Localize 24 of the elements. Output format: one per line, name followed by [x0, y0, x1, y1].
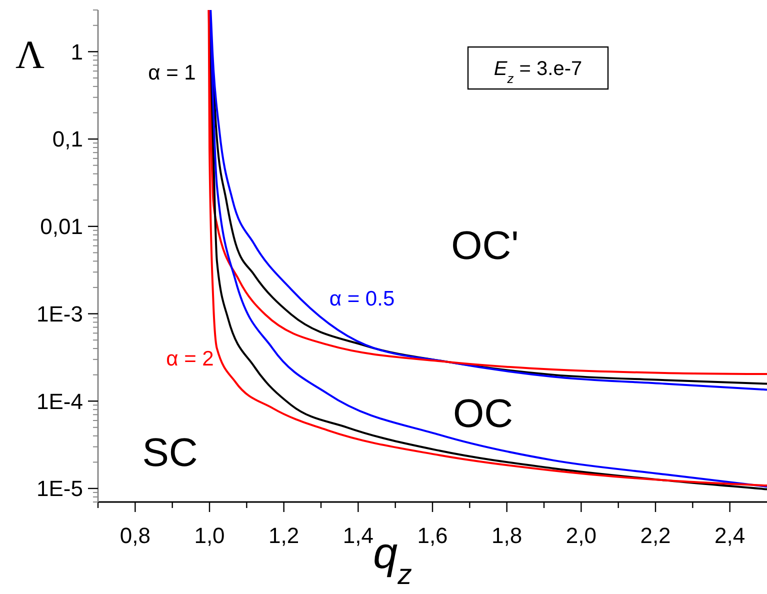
x-axis-title: q$_{z}$	[373, 529, 412, 591]
annotation: OC	[453, 392, 513, 436]
y-tick-label: 1E-4	[36, 388, 83, 414]
annotation: α = 1	[148, 61, 196, 84]
x-tick-label: 2,2	[640, 523, 671, 548]
annotation: OC'	[451, 224, 519, 268]
annotation: α = 0.5	[329, 287, 395, 310]
x-tick-label: 1,8	[492, 523, 522, 548]
y-tick-label: 1E-5	[36, 476, 83, 502]
annotation: α = 2	[166, 347, 214, 370]
x-tick-label: 1,4	[342, 523, 374, 548]
y-axis-title: Λ	[15, 32, 45, 77]
x-tick-label: 1,0	[194, 523, 225, 548]
x-tick-label: 0,8	[120, 523, 150, 548]
x-tick-label: 2,4	[714, 523, 746, 548]
y-tick-label: 1	[70, 39, 83, 64]
x-tick-label: 1,2	[268, 523, 300, 548]
y-tick-label: 0,01	[40, 214, 83, 240]
annotation: SC	[142, 431, 198, 475]
y-tick-label: 1E-3	[36, 301, 83, 326]
x-tick-label: 1,6	[417, 523, 448, 548]
x-tick-label: 2,0	[566, 523, 596, 548]
y-tick-label: 0,1	[52, 126, 83, 152]
annotation: E$_{z}$ = 3.e-7	[494, 58, 582, 86]
